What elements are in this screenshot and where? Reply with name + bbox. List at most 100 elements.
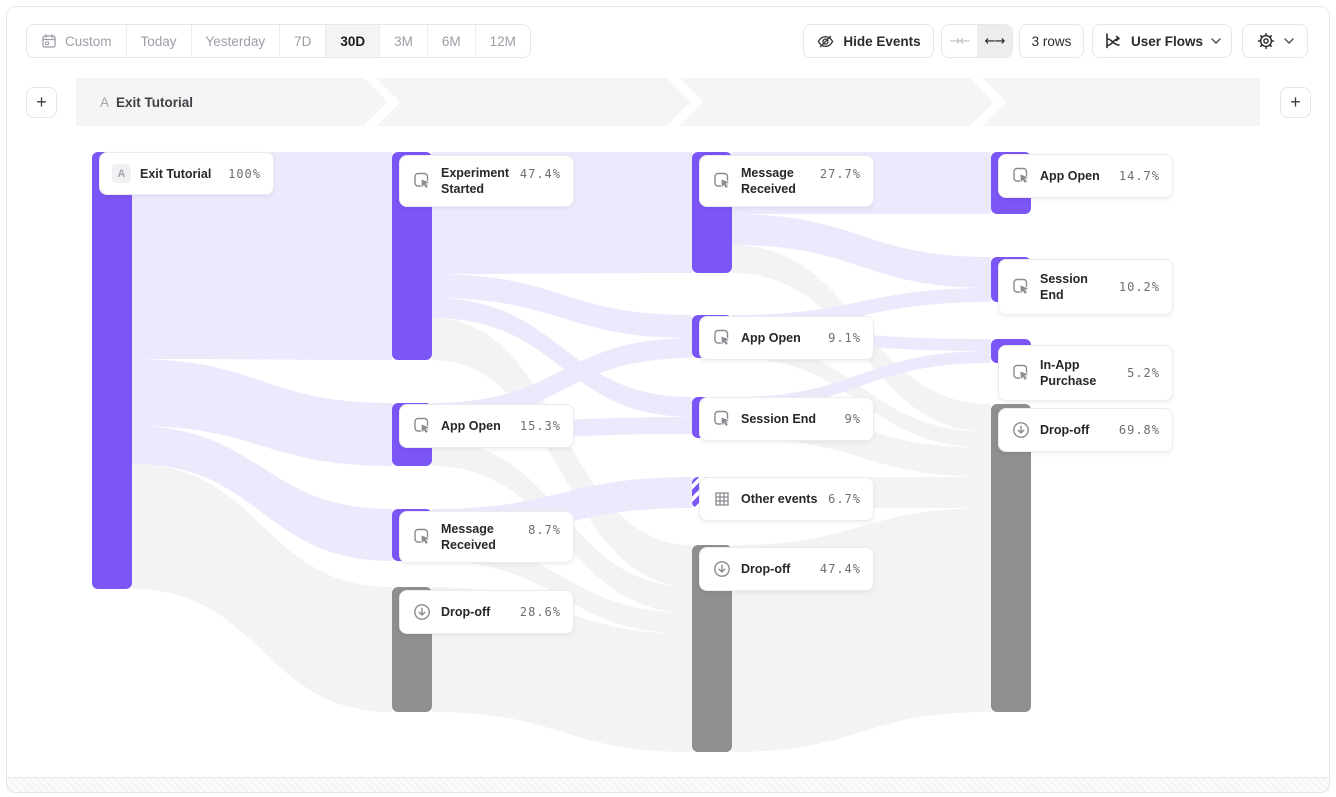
node-label: Message Received: [741, 166, 796, 196]
collapse-columns-icon[interactable]: →←: [942, 25, 977, 57]
node-label: Drop-off: [441, 605, 491, 619]
link-dropoff[interactable]: [132, 464, 392, 712]
add-step-right-button[interactable]: +: [1280, 87, 1311, 118]
expand-glyph: ←→: [984, 33, 1006, 49]
date-range-label: 6M: [441, 33, 461, 49]
step-a-badge: A: [112, 164, 131, 183]
node-card-drop-off[interactable]: Drop-off 69.8%: [998, 408, 1173, 452]
date-range-12m[interactable]: 12M: [476, 25, 530, 57]
grid-icon: [712, 489, 732, 509]
view-selector-label: User Flows: [1130, 33, 1204, 49]
user-flows-icon: [1106, 33, 1120, 49]
node-label: Experiment Started: [441, 166, 510, 196]
date-range-label: Custom: [65, 33, 112, 49]
date-range-label: 12M: [489, 33, 516, 49]
node-card-app-open[interactable]: App Open 14.7%: [998, 154, 1173, 198]
node-value: 69.8%: [1118, 423, 1160, 437]
step-chevron-icon: [969, 78, 1005, 126]
date-range-label: 30D: [340, 33, 366, 49]
date-range-label: 3M: [394, 33, 413, 49]
link-event[interactable]: [432, 338, 692, 423]
node-card-other-events[interactable]: Other events 6.7%: [699, 477, 874, 521]
link-event[interactable]: [732, 214, 991, 288]
link-dropoff[interactable]: [732, 508, 991, 752]
node-value: 5.2%: [1127, 366, 1160, 380]
node-card-experiment-started[interactable]: Experiment Started 47.4%: [399, 155, 574, 207]
step-chevron-icon: [363, 78, 399, 126]
date-range-7d[interactable]: 7D: [280, 25, 327, 57]
date-range-3m[interactable]: 3M: [380, 25, 428, 57]
event-icon: [412, 527, 432, 547]
calendar-icon: [42, 34, 56, 48]
node-label: Session End: [741, 412, 817, 426]
flow-step-label[interactable]: A Exit Tutorial: [100, 78, 193, 126]
add-step-left-button[interactable]: +: [26, 87, 57, 118]
node-value: 6.7%: [828, 492, 861, 506]
node-card-drop-off[interactable]: Drop-off 47.4%: [699, 547, 874, 591]
link-event[interactable]: [132, 426, 392, 561]
link-dropoff[interactable]: [732, 342, 991, 448]
rows-label: 3 rows: [1031, 33, 1072, 49]
event-icon: [412, 171, 432, 191]
node-value: 9%: [844, 412, 861, 426]
node-label: Drop-off: [741, 562, 791, 576]
hide-events-label: Hide Events: [843, 33, 921, 49]
date-range-yesterday[interactable]: Yesterday: [192, 25, 281, 57]
node-value: 14.7%: [1118, 169, 1160, 183]
event-icon: [412, 416, 432, 436]
node-value: 27.7%: [819, 167, 861, 181]
node-card-session-end[interactable]: Session End 9%: [699, 397, 874, 441]
node-label: In-App Purchase: [1040, 358, 1097, 388]
node-card-drop-off[interactable]: Drop-off 28.6%: [399, 590, 574, 634]
node-label: App Open: [741, 331, 801, 345]
link-event[interactable]: [432, 274, 692, 338]
link-event[interactable]: [132, 152, 392, 360]
node-card-message-received[interactable]: Message Received 8.7%: [399, 511, 574, 563]
eye-off-icon: [817, 35, 834, 47]
node-card-app-open[interactable]: App Open 9.1%: [699, 316, 874, 360]
node-label: Session End: [1040, 272, 1088, 302]
link-dropoff[interactable]: [432, 318, 692, 587]
date-range-label: Yesterday: [205, 33, 266, 49]
view-selector-button[interactable]: User Flows: [1092, 24, 1232, 58]
link-dropoff[interactable]: [432, 540, 692, 634]
footer-scroll-strip[interactable]: [7, 777, 1329, 793]
node-label: Message Received: [441, 522, 496, 552]
event-icon: [712, 409, 732, 429]
node-label: Other events: [741, 492, 818, 506]
date-range-label: Today: [140, 33, 177, 49]
event-icon: [1011, 277, 1031, 297]
link-event[interactable]: [432, 298, 692, 417]
step-chevron-icon: [666, 78, 702, 126]
node-card-exit-tutorial[interactable]: A Exit Tutorial 100%: [99, 152, 274, 195]
flow-step-prefix: A: [100, 94, 110, 110]
drop-off-icon: [1011, 420, 1031, 440]
node-value: 10.2%: [1118, 280, 1160, 294]
drop-off-icon: [712, 559, 732, 579]
date-range-6m[interactable]: 6M: [428, 25, 476, 57]
node-value: 8.7%: [528, 523, 561, 537]
node-card-app-open[interactable]: App Open 15.3%: [399, 404, 574, 448]
plus-icon: +: [1290, 92, 1301, 112]
date-range-30d-selected[interactable]: 30D: [326, 25, 381, 57]
collapse-glyph: →←: [949, 33, 971, 49]
node-label: App Open: [1040, 169, 1100, 183]
node-card-session-end[interactable]: Session End 10.2%: [998, 259, 1173, 315]
node-card-message-received[interactable]: Message Received 27.7%: [699, 155, 874, 207]
rows-button[interactable]: 3 rows: [1019, 24, 1084, 58]
node-label: Drop-off: [1040, 423, 1090, 437]
date-range-custom[interactable]: Custom: [27, 25, 127, 57]
node-value: 47.4%: [819, 562, 861, 576]
date-range-today[interactable]: Today: [127, 25, 192, 57]
node-value: 47.4%: [519, 167, 561, 181]
settings-button[interactable]: [1242, 24, 1308, 58]
column-width-toggle: →← ←→: [941, 24, 1013, 58]
hide-events-button[interactable]: Hide Events: [803, 24, 934, 58]
node-bar-drop-off[interactable]: [991, 404, 1031, 712]
date-range-label: 7D: [294, 33, 312, 49]
link-event[interactable]: [132, 359, 392, 466]
link-event[interactable]: [732, 351, 991, 409]
node-card-in-app-purchase[interactable]: In-App Purchase 5.2%: [998, 345, 1173, 401]
node-bar-exit-tutorial[interactable]: [92, 152, 132, 589]
expand-columns-icon[interactable]: ←→: [977, 25, 1012, 57]
